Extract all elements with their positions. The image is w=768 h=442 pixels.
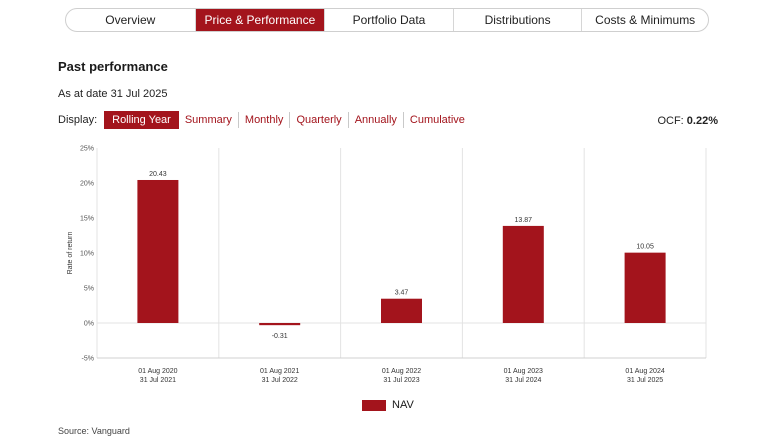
data-label: 20.43 xyxy=(149,171,167,178)
ocf-value: 0.22% xyxy=(686,115,718,127)
section-title: Past performance xyxy=(58,59,168,74)
bar-nav xyxy=(137,179,179,323)
bar-nav xyxy=(502,225,544,323)
y-tick-label: 25% xyxy=(80,146,94,153)
x-category-label: 31 Jul 2022 xyxy=(262,377,298,384)
nav-tabs: Overview Price & Performance Portfolio D… xyxy=(65,8,709,32)
y-axis-ticks: 25% 20% 15% 10% 5% 0% -5% xyxy=(80,146,94,363)
y-tick-label: 15% xyxy=(80,216,94,223)
ocf-label: OCF: xyxy=(657,115,684,127)
y-tick-label: -5% xyxy=(82,356,94,363)
display-option-quarterly[interactable]: Quarterly xyxy=(289,112,347,128)
x-category-label: 01 Aug 2020 xyxy=(138,368,177,375)
x-category-label: 31 Jul 2025 xyxy=(627,377,663,384)
chart-bars xyxy=(137,179,666,326)
tab-price-performance[interactable]: Price & Performance xyxy=(194,9,325,31)
data-label: 10.05 xyxy=(636,244,654,251)
display-label: Display: xyxy=(58,114,98,126)
source-note: Source: Vanguard xyxy=(58,426,130,436)
legend-swatch-nav xyxy=(362,399,386,411)
ocf: OCF: 0.22% xyxy=(657,115,718,127)
x-category-label: 31 Jul 2021 xyxy=(140,377,176,384)
display-options: Display: Rolling Year Summary Monthly Qu… xyxy=(58,111,471,129)
tab-distributions[interactable]: Distributions xyxy=(452,9,582,31)
chart-grid xyxy=(96,148,707,359)
data-label: 3.47 xyxy=(395,290,409,297)
x-axis-categories: 01 Aug 2020 31 Jul 2021 01 Aug 2021 31 Jul … xyxy=(138,368,665,384)
bar-nav xyxy=(381,298,422,323)
data-label: -0.31 xyxy=(272,333,288,340)
display-option-summary[interactable]: Summary xyxy=(184,114,232,126)
tab-overview[interactable]: Overview xyxy=(105,13,156,27)
data-label: 13.87 xyxy=(515,217,533,224)
tab-portfolio-data[interactable]: Portfolio Data xyxy=(324,9,453,31)
x-category-label: 31 Jul 2024 xyxy=(505,377,541,384)
y-tick-label: 5% xyxy=(84,286,94,293)
bar-nav xyxy=(624,252,666,323)
y-tick-label: 20% xyxy=(80,181,94,188)
display-option-monthly[interactable]: Monthly xyxy=(237,112,290,128)
display-option-cumulative[interactable]: Cumulative xyxy=(402,112,471,128)
y-tick-label: 0% xyxy=(84,321,94,328)
x-category-label: 01 Aug 2023 xyxy=(504,368,543,375)
x-category-label: 31 Jul 2023 xyxy=(383,377,419,384)
legend-label-nav: NAV xyxy=(392,399,414,411)
bar-nav xyxy=(259,323,301,326)
y-tick-label: 10% xyxy=(80,251,94,258)
tab-costs-minimums[interactable]: Costs & Minimums xyxy=(581,9,708,31)
display-option-rolling-year[interactable]: Rolling Year xyxy=(104,111,179,129)
x-category-label: 01 Aug 2021 xyxy=(260,368,299,375)
as-at-date: As at date 31 Jul 2025 xyxy=(58,88,168,100)
y-axis-title: Rate of return xyxy=(67,231,74,274)
chart-legend: NAV xyxy=(362,399,414,411)
x-category-label: 01 Aug 2022 xyxy=(382,368,421,375)
x-category-label: 01 Aug 2024 xyxy=(625,368,664,375)
data-labels: 20.43 -0.31 3.47 13.87 10.05 xyxy=(149,171,654,340)
display-option-annually[interactable]: Annually xyxy=(347,112,403,128)
